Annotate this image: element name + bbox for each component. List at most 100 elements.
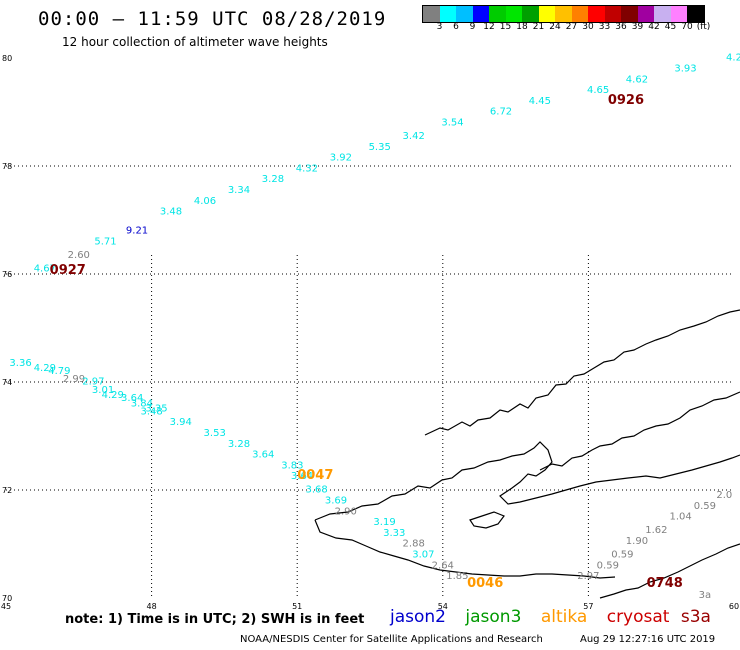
map-grid: 45 48 51 54 57 60 70 72 74 76 78 80 bbox=[1, 54, 739, 611]
wave-height-label: 3.64 bbox=[291, 471, 313, 482]
colorbar-label: 36 bbox=[615, 22, 627, 32]
colorbar-label: 42 bbox=[648, 22, 660, 32]
colorbar-label: 27 bbox=[565, 22, 578, 32]
coastline-vaygach bbox=[314, 519, 616, 579]
wave-height-label: 3.92 bbox=[330, 153, 352, 164]
wave-height-label: 3.83 bbox=[281, 460, 303, 471]
legend-cryosat: cryosat bbox=[606, 607, 670, 627]
lat-tick-label: 74 bbox=[2, 378, 12, 387]
wave-height-label: 4.32 bbox=[296, 163, 318, 174]
wave-height-label: 3.01 bbox=[92, 385, 114, 396]
wave-height-label: 2.64 bbox=[432, 560, 454, 571]
wave-height-label: 2.0 bbox=[716, 490, 732, 501]
wave-height-label: 3.36 bbox=[9, 358, 31, 369]
wave-height-label: 3.93 bbox=[674, 64, 696, 75]
map-title: 00:00 – 11:59 UTC 08/28/2019 bbox=[38, 8, 387, 30]
wave-height-label: 3.33 bbox=[383, 528, 405, 539]
lat-tick-label: 70 bbox=[2, 594, 12, 603]
wave-height-label: 3.42 bbox=[403, 131, 425, 142]
colorbar-swatch bbox=[423, 6, 440, 22]
wave-height-label: 3.68 bbox=[305, 485, 327, 496]
lat-tick-label: 76 bbox=[2, 270, 12, 279]
wave-height-label: 4.62 bbox=[626, 74, 648, 85]
wave-height-label: 2.97 bbox=[577, 571, 599, 582]
wave-height-label: 0.59 bbox=[597, 560, 619, 571]
colorbar-swatch bbox=[621, 6, 638, 22]
wave-height-label: 3.94 bbox=[170, 417, 192, 428]
wave-height-label: 3.48 bbox=[160, 207, 182, 218]
coastline bbox=[314, 309, 740, 599]
pass-time-label: 0927 bbox=[50, 263, 86, 278]
wave-height-label: 4.67 bbox=[34, 263, 56, 274]
credit-line: NOAA/NESDIS Center for Satellite Applica… bbox=[240, 634, 543, 645]
wave-height-label: 4.79 bbox=[48, 366, 70, 377]
satellite-legend: jason2 jason3 altika cryosat s3a bbox=[390, 607, 725, 627]
wave-height-label: 2.90 bbox=[335, 506, 357, 517]
coastline-novaya-zemlya-strait bbox=[539, 391, 740, 471]
colorbar-label: 45 bbox=[664, 22, 677, 32]
wave-height-label: 3.84 bbox=[131, 398, 153, 409]
coastline-novaya-zemlya-north bbox=[424, 309, 740, 436]
map-subtitle: 12 hour collection of altimeter wave hei… bbox=[62, 35, 328, 49]
wave-height-label: 4.06 bbox=[194, 196, 216, 207]
colorbar-label: 70 bbox=[681, 22, 693, 32]
colorbar-label: 21 bbox=[532, 22, 545, 32]
legend-s3a: s3a bbox=[680, 607, 711, 627]
wave-height-label: 9.21 bbox=[126, 226, 148, 237]
colorbar-label: 30 bbox=[582, 22, 594, 32]
lat-tick-label: 72 bbox=[2, 486, 12, 495]
wave-height-label: 3.54 bbox=[441, 118, 463, 129]
lon-tick-label: 45 bbox=[1, 602, 11, 611]
coastline-kara-islands bbox=[469, 511, 505, 529]
colorbar-swatch bbox=[687, 6, 704, 22]
wave-height-label: 3.07 bbox=[412, 550, 434, 561]
wave-height-label: 5.71 bbox=[94, 236, 116, 247]
colorbar-swatch bbox=[654, 6, 671, 22]
colorbar-label: 3 bbox=[436, 22, 443, 32]
colorbar-swatch bbox=[555, 6, 572, 22]
wave-height-label: 3.28 bbox=[228, 439, 250, 450]
wave-height-label: 3.35 bbox=[145, 404, 167, 415]
pass-time-label: 0047 bbox=[297, 468, 333, 483]
colorbar-labels: 3 6 9 12 15 18 21 24 27 30 33 36 39 42 45 70 (ft) bbox=[422, 22, 740, 34]
colorbar-swatch bbox=[472, 6, 489, 22]
colorbar-swatch bbox=[439, 6, 456, 22]
legend-jason3: jason3 bbox=[465, 607, 522, 627]
lon-tick-label: 51 bbox=[292, 602, 302, 611]
colorbar-swatch bbox=[571, 6, 588, 22]
colorbar-swatch bbox=[538, 6, 555, 22]
lon-tick-label: 60 bbox=[729, 602, 739, 611]
coastline-mainland bbox=[599, 543, 740, 599]
wave-height-label: 2.99 bbox=[63, 374, 85, 385]
pass-time-labels: 0927 0926 0047 0046 0748 bbox=[50, 93, 683, 591]
wave-height-label: 0.59 bbox=[611, 550, 633, 561]
colorbar-swatch bbox=[670, 6, 687, 22]
wave-height-label: 2.97 bbox=[82, 377, 104, 388]
wave-height-label: 3a bbox=[699, 590, 712, 601]
colorbar-label: 6 bbox=[453, 22, 459, 32]
wave-height-label: 2.60 bbox=[68, 250, 90, 261]
coastline-novaya-zemlya-south bbox=[314, 441, 740, 521]
wave-height-label: 0.59 bbox=[694, 501, 716, 512]
colorbar-label: 12 bbox=[483, 22, 495, 32]
wave-height-label: 4.29 bbox=[102, 390, 124, 401]
generated-timestamp: Aug 29 12:27:16 UTC 2019 bbox=[580, 634, 716, 645]
colorbar-swatch bbox=[604, 6, 621, 22]
wave-height-label: 3.53 bbox=[204, 428, 226, 439]
colorbar-swatch bbox=[456, 6, 473, 22]
colorbar-swatch bbox=[522, 6, 539, 22]
colorbar-label: 24 bbox=[549, 22, 561, 32]
wave-height-label: 5.35 bbox=[369, 142, 391, 153]
colorbar-swatch bbox=[489, 6, 506, 22]
lon-tick-label: 57 bbox=[583, 602, 593, 611]
colorbar-label: 18 bbox=[516, 22, 528, 32]
wave-height-colorbar bbox=[422, 5, 705, 23]
wave-height-label: 1.62 bbox=[645, 525, 667, 536]
lat-tick-label: 80 bbox=[2, 54, 12, 63]
wave-height-label: 4.45 bbox=[529, 96, 551, 107]
legend-altika: altika bbox=[540, 607, 588, 627]
wave-height-label: 1.04 bbox=[669, 512, 691, 523]
wave-height-label: 3.28 bbox=[262, 174, 284, 185]
colorbar-label: (ft) bbox=[696, 22, 711, 32]
